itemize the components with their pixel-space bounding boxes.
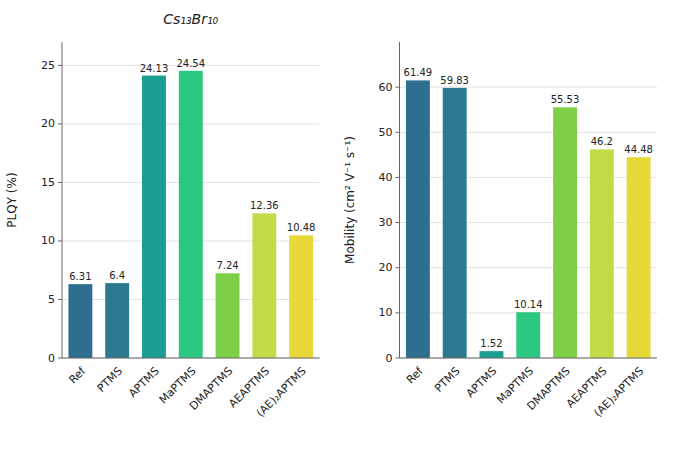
bar	[590, 149, 614, 358]
grid-line	[400, 222, 658, 223]
chart-svg: Cs₁₃Br₁₀ 0 5 10 15 20 25 6.31 6.4 24.13 24.54 7.24 1…	[0, 0, 675, 450]
x-tick-label: (AE)₂APTMS	[254, 365, 309, 420]
y-tick-label: 0	[48, 352, 55, 365]
y-tick-label: 60	[379, 81, 393, 94]
bar	[179, 71, 203, 358]
y-tick	[396, 222, 400, 223]
data-label: 55.53	[551, 94, 580, 105]
y-tick-label: 20	[379, 261, 393, 274]
y-tick-label: 10	[379, 306, 393, 319]
y-tick-label: 20	[41, 117, 55, 130]
grid-line	[400, 87, 658, 88]
bar	[627, 157, 651, 358]
y-tick	[58, 299, 62, 300]
panel: 0 10 20 30 40 50 60 61.49 59.83 1.52 10.14 55.53 46.…	[343, 42, 658, 420]
data-label: 44.48	[624, 144, 653, 155]
y-tick	[396, 267, 400, 268]
panel: Cs₁₃Br₁₀ 0 5 10 15 20 25 6.31 6.4 24.13 24.54 7.24 1…	[5, 11, 320, 420]
data-label: 7.24	[216, 260, 238, 271]
x-tick-label: (AE)₂APTMS	[591, 365, 646, 420]
y-tick	[58, 65, 62, 66]
y-tick-label: 5	[48, 293, 55, 306]
y-tick	[396, 87, 400, 88]
x-tick-label: Ref	[66, 364, 89, 387]
bar	[142, 76, 166, 358]
grid-line	[400, 267, 658, 268]
y-tick	[396, 312, 400, 313]
y-tick	[58, 240, 62, 241]
y-axis-line	[62, 42, 63, 358]
y-axis-label: PLQY (%)	[5, 172, 19, 227]
bar	[516, 312, 540, 358]
x-axis-line	[400, 358, 658, 359]
data-label: 59.83	[440, 75, 469, 86]
y-tick-label: 10	[41, 234, 55, 247]
data-label: 1.52	[480, 338, 502, 349]
y-tick	[58, 182, 62, 183]
y-tick	[396, 177, 400, 178]
bar	[216, 273, 240, 358]
bar	[68, 284, 92, 358]
bar	[105, 283, 129, 358]
bar	[289, 235, 313, 358]
chart-title: Cs₁₃Br₁₀	[163, 11, 218, 27]
bar	[443, 88, 467, 358]
data-label: 6.31	[69, 271, 91, 282]
data-label: 46.2	[591, 136, 613, 147]
y-tick-label: 40	[379, 171, 393, 184]
y-tick-label: 15	[41, 176, 55, 189]
grid-line	[400, 358, 658, 359]
data-label: 6.4	[109, 270, 125, 281]
y-axis-label: Mobility (cm² V⁻¹ s⁻¹)	[343, 136, 357, 264]
bar	[553, 107, 577, 358]
bars	[68, 71, 313, 358]
x-axis-line	[62, 358, 320, 359]
chart-container: Cs₁₃Br₁₀ 0 5 10 15 20 25 6.31 6.4 24.13 24.54 7.24 1…	[0, 0, 675, 450]
x-tick-label: APTMS	[126, 365, 162, 401]
grid-line	[400, 132, 658, 133]
y-axis-line	[399, 42, 400, 358]
y-tick-label: 50	[379, 126, 393, 139]
x-tick-label: PTMS	[95, 365, 125, 395]
y-tick-label: 0	[386, 352, 393, 365]
y-tick	[396, 132, 400, 133]
data-label: 12.36	[250, 200, 279, 211]
data-label: 10.14	[514, 299, 543, 310]
bar	[480, 351, 504, 358]
y-tick	[58, 123, 62, 124]
data-label: 61.49	[404, 67, 433, 78]
grid-line	[62, 358, 320, 359]
bar	[252, 213, 276, 358]
y-tick-label: 25	[41, 59, 55, 72]
grid-line	[400, 177, 658, 178]
y-tick	[396, 358, 400, 359]
bar	[406, 80, 430, 358]
bars	[406, 80, 651, 358]
x-tick-label: Ref	[404, 364, 427, 387]
data-label: 24.13	[140, 63, 169, 74]
y-tick-label: 30	[379, 216, 393, 229]
data-label: 24.54	[176, 58, 205, 69]
x-tick-label: DMAPTMS	[525, 365, 573, 413]
data-label: 10.48	[287, 222, 316, 233]
x-tick-label: APTMS	[464, 365, 500, 401]
y-tick	[58, 358, 62, 359]
x-tick-label: DMAPTMS	[187, 365, 235, 413]
x-tick-label: PTMS	[432, 365, 462, 395]
